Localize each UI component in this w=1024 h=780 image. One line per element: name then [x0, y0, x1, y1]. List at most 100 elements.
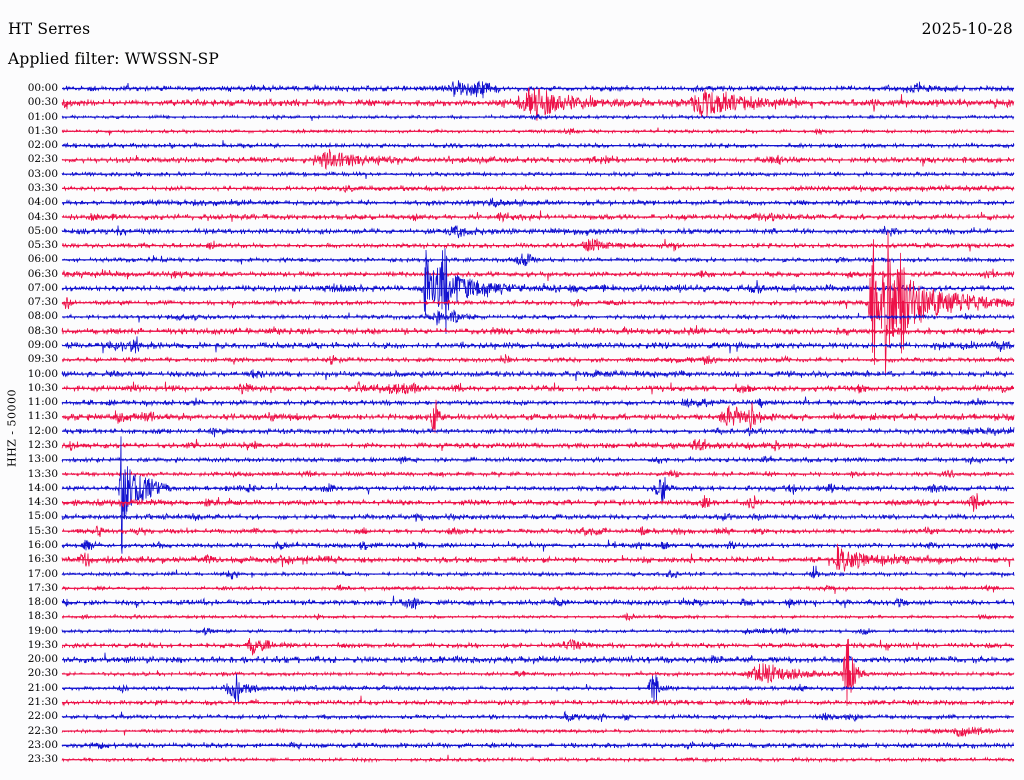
trace-waveform-16:00 — [61, 539, 1014, 552]
trace-waveform-12:00 — [61, 426, 1015, 438]
trace-waveform-11:30 — [61, 399, 1015, 434]
time-label: 23:30 — [27, 753, 58, 766]
trace-waveform-13:30 — [61, 469, 1015, 479]
trace-waveform-18:30 — [61, 612, 1015, 622]
trace-waveform-08:30 — [61, 325, 1015, 337]
trace-waveform-19:00 — [61, 627, 1015, 636]
time-label: 07:00 — [27, 281, 58, 294]
trace-waveform-10:30 — [62, 381, 1015, 395]
trace-waveform-16:30 — [61, 543, 1015, 572]
trace-waveform-02:00 — [61, 140, 1015, 150]
time-label: 21:00 — [27, 681, 58, 694]
trace-waveform-20:00 — [62, 652, 1015, 665]
trace-waveform-01:00 — [61, 113, 1015, 121]
time-label: 04:30 — [27, 210, 58, 223]
time-label: 16:30 — [27, 553, 58, 566]
time-label: 12:00 — [27, 424, 58, 437]
time-label: 11:30 — [27, 410, 58, 423]
trace-waveform-22:30 — [61, 726, 1015, 738]
trace-waveform-23:00 — [61, 741, 1015, 751]
trace-waveform-00:00 — [62, 80, 1015, 99]
time-label: 08:00 — [27, 310, 58, 323]
trace-waveform-23:30 — [61, 754, 1015, 764]
time-label: 20:00 — [27, 653, 58, 666]
time-label: 08:30 — [27, 324, 58, 337]
trace-waveform-06:00 — [61, 253, 1015, 267]
trace-waveform-17:00 — [61, 565, 1015, 580]
trace-waveform-11:00 — [61, 396, 1015, 409]
time-label: 20:30 — [27, 667, 58, 680]
time-label: 02:00 — [27, 139, 58, 152]
time-label: 13:00 — [27, 453, 58, 466]
time-label: 03:30 — [27, 181, 58, 194]
trace-waveform-09:30 — [61, 354, 1015, 366]
trace-waveform-21:30 — [61, 695, 1015, 707]
trace-waveform-02:30 — [61, 148, 1015, 171]
trace-waveform-03:00 — [61, 170, 1015, 179]
trace-waveform-05:30 — [62, 238, 1015, 252]
trace-waveform-12:30 — [61, 438, 1015, 452]
time-label: 23:00 — [27, 738, 58, 751]
trace-waveform-20:30 — [61, 638, 1015, 706]
time-label: 02:30 — [27, 153, 58, 166]
trace-waveform-09:00 — [61, 336, 1015, 354]
trace-waveform-08:00 — [61, 309, 1015, 326]
time-label: 16:00 — [27, 538, 58, 551]
time-label: 05:30 — [27, 239, 58, 252]
time-label: 12:30 — [27, 439, 58, 451]
time-label: 14:00 — [27, 481, 58, 494]
trace-waveform-05:00 — [61, 225, 1015, 239]
time-label: 03:00 — [27, 167, 58, 180]
time-label: 01:00 — [27, 110, 58, 123]
trace-waveform-15:30 — [62, 525, 1015, 537]
filter-label: Applied filter: WWSSN-SP — [8, 50, 220, 68]
station-name: HT Serres — [8, 20, 91, 38]
time-label: 22:00 — [27, 710, 58, 723]
trace-waveform-22:00 — [61, 710, 1015, 723]
trace-waveform-13:00 — [61, 455, 1015, 465]
time-label: 15:00 — [27, 510, 58, 523]
trace-waveform-15:00 — [61, 512, 1015, 522]
time-label: 11:00 — [27, 396, 58, 409]
trace-waveform-14:30 — [61, 493, 1015, 512]
trace-waveform-03:30 — [61, 183, 1015, 193]
trace-waveform-10:00 — [61, 369, 1014, 382]
date-label: 2025-10-28 — [921, 20, 1013, 38]
trace-waveform-06:30 — [61, 268, 1015, 282]
time-label: 09:30 — [27, 353, 58, 366]
time-label: 09:00 — [27, 339, 58, 352]
time-label: 07:30 — [27, 296, 58, 309]
trace-waveform-00:30 — [61, 87, 1015, 121]
time-label: 00:30 — [27, 96, 58, 109]
time-label: 18:30 — [27, 610, 58, 623]
trace-waveform-19:30 — [62, 637, 1015, 656]
time-label: 10:30 — [27, 381, 58, 394]
trace-waveform-14:00 — [61, 436, 1015, 554]
time-label: 19:30 — [27, 638, 58, 651]
time-label: 13:30 — [27, 467, 58, 480]
trace-waveform-01:30 — [61, 127, 1015, 136]
time-label: 14:30 — [27, 496, 58, 509]
trace-waveform-07:00 — [61, 248, 1015, 334]
trace-waveform-04:30 — [61, 210, 1015, 223]
time-label: 18:00 — [27, 596, 58, 609]
time-label: 01:30 — [27, 124, 58, 137]
trace-waveform-04:00 — [61, 197, 1015, 208]
time-label: 17:00 — [27, 567, 58, 580]
time-label: 22:30 — [27, 724, 58, 737]
trace-waveform-07:30 — [61, 231, 1015, 374]
time-label: 21:30 — [27, 696, 58, 709]
time-label: 06:30 — [27, 267, 58, 280]
time-label: 04:00 — [27, 196, 58, 209]
trace-waveform-17:30 — [61, 584, 1015, 595]
trace-waveform-21:00 — [62, 673, 1015, 704]
time-label: 00:00 — [27, 82, 58, 94]
time-label: 19:00 — [27, 624, 58, 637]
time-label: 15:30 — [27, 524, 58, 537]
time-label: 06:00 — [27, 253, 58, 266]
time-label: 10:00 — [27, 367, 58, 380]
trace-waveform-18:00 — [61, 595, 1015, 610]
time-label: 17:30 — [27, 581, 58, 594]
